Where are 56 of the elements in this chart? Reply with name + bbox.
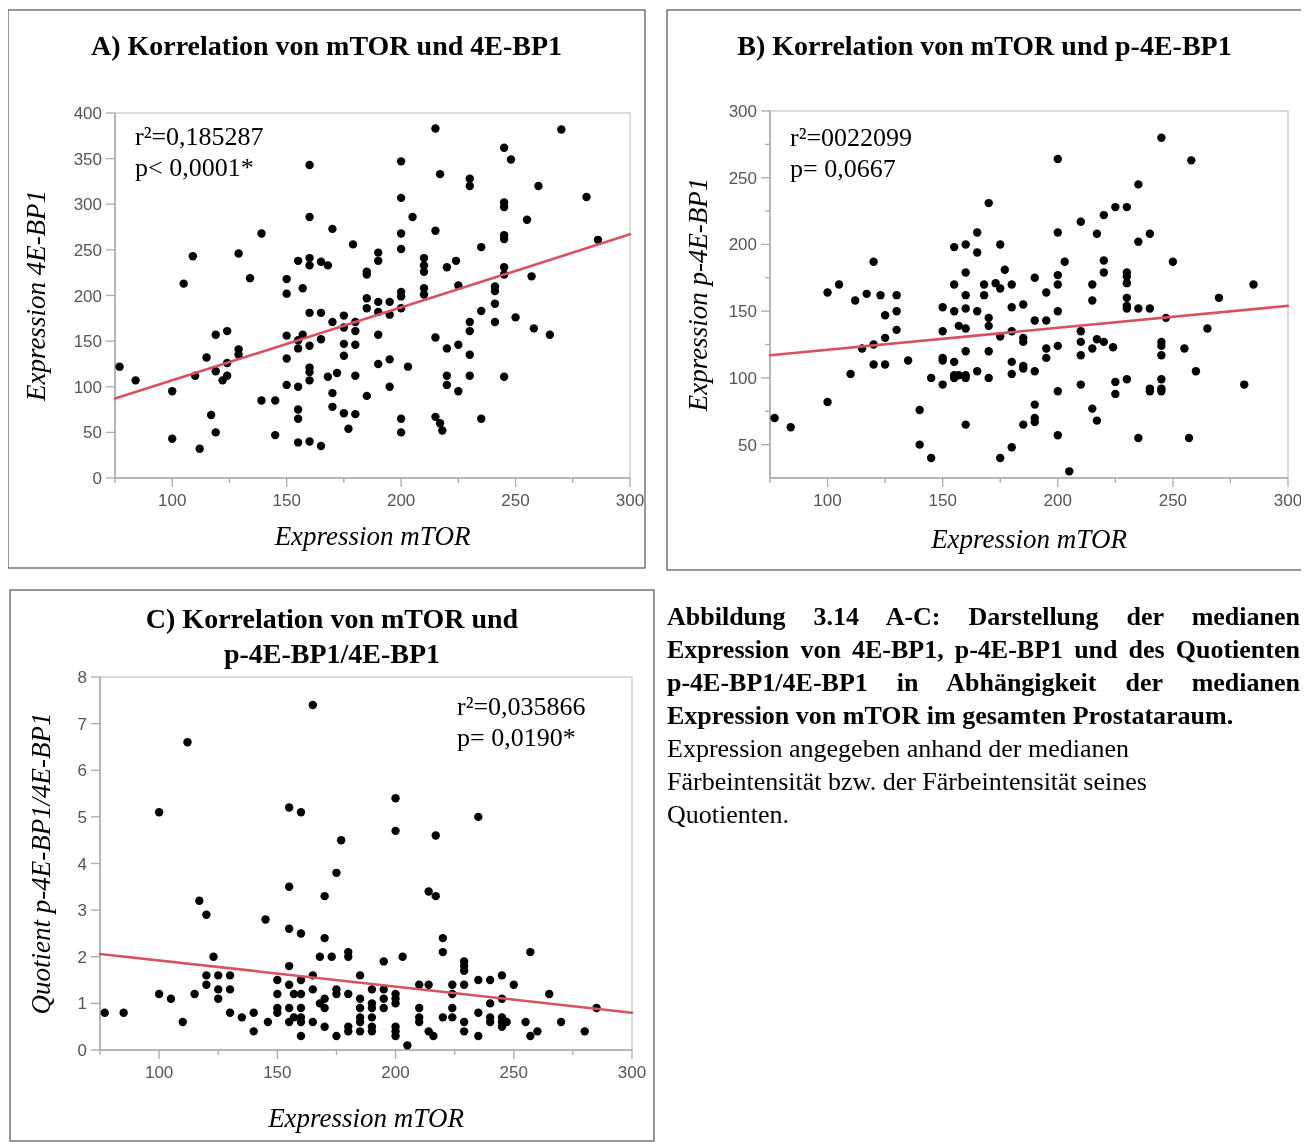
y-tick-label: 3	[77, 901, 87, 921]
y-tick-label: 200	[728, 235, 757, 255]
x-tick-label: 300	[1273, 491, 1303, 510]
text: Expression angegeben anhand der medianen Färbeintensität bzw. der Färbeintensität seines Quotienten.	[667, 733, 1148, 831]
x-tick-label: 150	[272, 491, 301, 510]
x-tick-label: 100	[813, 491, 842, 510]
y-tick-label: 100	[728, 368, 757, 388]
x-tick-label: 250	[1158, 491, 1188, 510]
y-tick-label: 0	[92, 469, 102, 488]
y-tick-label: 150	[73, 332, 102, 352]
x-tick-label: 250	[501, 491, 530, 510]
y-axis-title: Expression p-4E-BP1	[683, 177, 713, 413]
x-tick-label: 100	[158, 491, 187, 510]
x-tick-label: 200	[1043, 491, 1072, 510]
y-tick-label: 50	[738, 435, 757, 455]
text: Abbildung 3.14 A-C: Darstellung der medianen Expression von 4E-BP1, p-4E-BP1 und des Quotienten p-4E-BP1/4E-BP1 in Abhängigkeit der medianen Expression von mTOR im gesamten Prostataraum.	[667, 601, 1300, 732]
y-tick-label: 300	[73, 195, 102, 215]
x-axis-title: Expression mTOR	[930, 524, 1128, 554]
y-tick-label: 4	[77, 854, 87, 874]
x-tick-label: 250	[499, 1063, 528, 1082]
y-axis-title: Expression 4E-BP1	[21, 189, 51, 403]
y-tick-label: 0	[77, 1041, 87, 1060]
y-tick-label: 7	[77, 714, 87, 734]
x-tick-label: 100	[144, 1063, 174, 1082]
chart-title: A) Korrelation von mTOR und 4E-BP1	[90, 30, 563, 61]
x-tick-label: 300	[617, 1063, 647, 1082]
y-tick-label: 250	[73, 240, 102, 260]
annotation: r²=0,185287	[135, 122, 264, 151]
chart-title: C) Korrelation von mTOR und p-4E-BP1/4E-BP1	[145, 603, 519, 669]
x-tick-label: 300	[615, 491, 645, 510]
y-tick-label: 2	[77, 947, 87, 967]
y-tick-label: 400	[73, 104, 102, 123]
y-axis-title: Quotient p-4E-BP1/4E-BP1	[26, 712, 56, 1015]
y-tick-label: 8	[77, 668, 87, 687]
chart-title: B) Korrelation von mTOR und p-4E-BP1	[737, 30, 1232, 61]
y-tick-label: 5	[77, 807, 87, 827]
annotation: p= 0,0667	[790, 154, 896, 183]
annotation: r²=0022099	[790, 123, 913, 152]
y-tick-label: 1	[77, 994, 87, 1014]
y-tick-label: 300	[728, 102, 757, 121]
x-axis-title: Expression mTOR	[267, 1103, 465, 1133]
y-tick-label: 200	[73, 286, 102, 306]
x-tick-label: 150	[928, 491, 957, 510]
y-tick-label: 250	[728, 168, 757, 188]
y-tick-label: 100	[73, 377, 102, 397]
y-tick-label: 6	[77, 761, 87, 781]
annotation: r²=0,035866	[457, 692, 586, 721]
x-axis-title: Expression mTOR	[273, 521, 471, 551]
y-tick-label: 50	[83, 423, 102, 443]
x-tick-label: 200	[386, 491, 416, 510]
x-tick-label: 200	[381, 1063, 410, 1082]
y-tick-label: 150	[728, 302, 757, 322]
annotation: p= 0,0190*	[457, 723, 576, 752]
annotation: p< 0,0001*	[135, 153, 254, 182]
y-tick-label: 350	[73, 149, 102, 169]
x-tick-label: 150	[263, 1063, 292, 1082]
